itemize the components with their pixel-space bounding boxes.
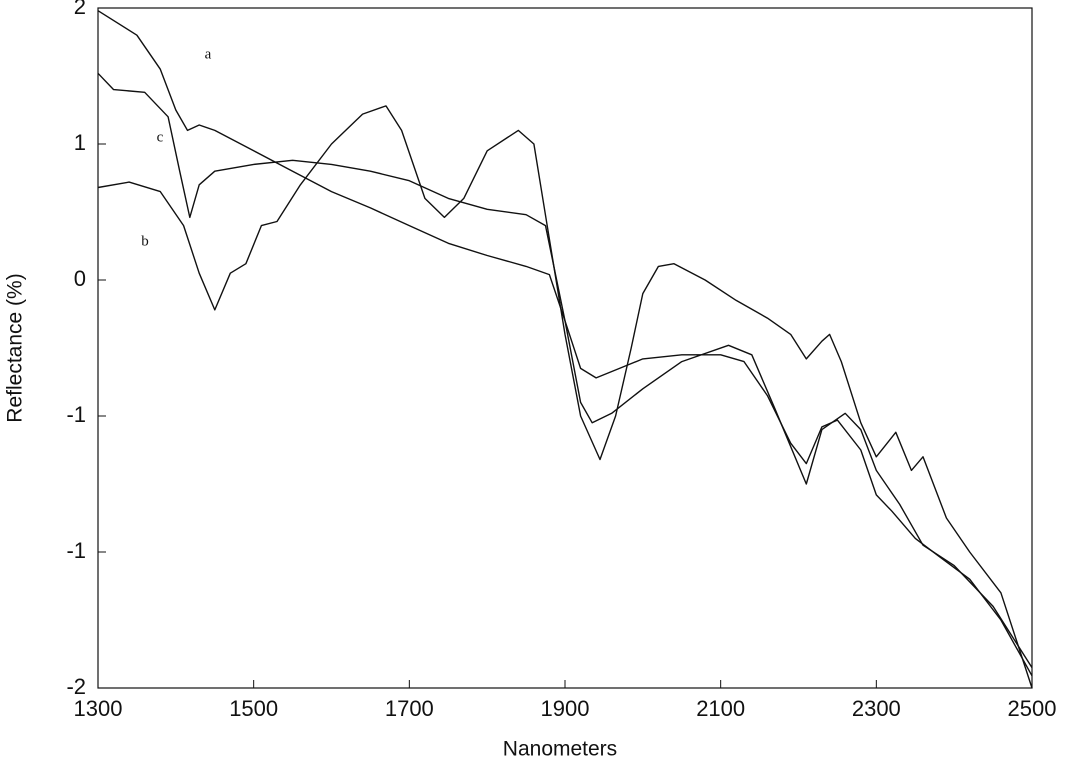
series-line bbox=[97, 10, 1033, 677]
x-tick-label: 1700 bbox=[385, 696, 434, 721]
y-tick-label: -2 bbox=[66, 674, 86, 699]
x-tick-label: 2100 bbox=[696, 696, 745, 721]
plot-frame bbox=[97, 7, 1033, 689]
y-tick-label: -1 bbox=[66, 402, 86, 427]
annotation: b bbox=[141, 233, 149, 249]
x-tick-label: 1500 bbox=[229, 696, 278, 721]
series-line bbox=[97, 72, 1033, 668]
x-tick-label: 2300 bbox=[852, 696, 901, 721]
y-tick-label: -1 bbox=[66, 538, 86, 563]
y-tick-label: 0 bbox=[74, 266, 86, 291]
y-tick-label: 2 bbox=[74, 0, 86, 19]
annotation: a bbox=[205, 46, 212, 62]
x-tick-label: 1300 bbox=[74, 696, 123, 721]
series-line bbox=[97, 105, 1033, 689]
y-axis-label: Reflectance (%) bbox=[4, 273, 27, 422]
x-axis-label: Nanometers bbox=[503, 738, 617, 761]
x-tick-label: 1900 bbox=[541, 696, 590, 721]
x-tick-label: 2500 bbox=[1008, 696, 1057, 721]
y-tick-label: 1 bbox=[74, 130, 86, 155]
annotation: c bbox=[157, 129, 164, 145]
